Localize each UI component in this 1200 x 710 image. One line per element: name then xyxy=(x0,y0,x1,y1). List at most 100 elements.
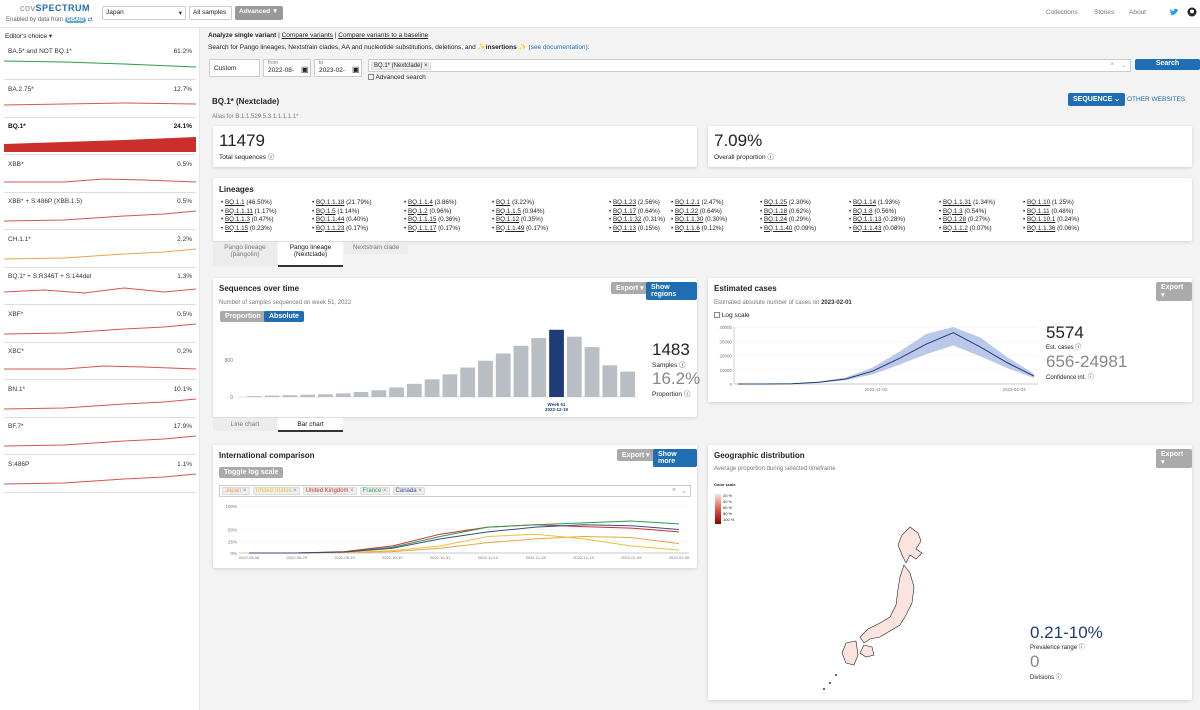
lineage-item[interactable]: • BQ.1.23 (2.56%) xyxy=(609,199,660,206)
lineage-item[interactable]: • BQ.1.1.6 (0.12%) xyxy=(671,224,724,232)
lineage-item[interactable]: • BQ.1.12 (0.35%) xyxy=(492,216,543,223)
logo[interactable]: covSPECTRUM xyxy=(20,3,90,13)
export-button[interactable]: Export ▾ xyxy=(1156,282,1192,301)
sidebar-item[interactable]: CH.1.1* 2.2% xyxy=(4,231,196,268)
japan-map[interactable] xyxy=(818,525,938,695)
lineage-link[interactable]: BQ.1.15 xyxy=(224,224,249,232)
sidebar-item[interactable]: XBB* + S:486P (XBB.1.5) 0.5% xyxy=(4,193,196,230)
lineage-link[interactable]: BQ.1.2.1 xyxy=(674,199,700,206)
lineage-item[interactable]: • BQ.1.1.30 (0.30%) xyxy=(671,216,728,223)
absolute-toggle[interactable]: Absolute xyxy=(264,311,304,322)
lineage-item[interactable]: • BQ.1.1.40 (0.09%) xyxy=(760,224,817,232)
info-icon[interactable]: ⓘ xyxy=(1055,675,1062,681)
lineage-link[interactable]: BQ.1.1.44 xyxy=(315,216,345,223)
lineage-item[interactable]: • BQ.1.1.44 (0.40%) xyxy=(312,216,369,223)
lineage-link[interactable]: BQ.1.1.31 xyxy=(942,199,972,206)
twitter-icon[interactable] xyxy=(1169,7,1179,19)
lineage-item[interactable]: • BQ.1.1.2 (0.07%) xyxy=(939,224,992,232)
lineage-item[interactable]: • BQ.1 (3.22%) xyxy=(492,199,535,206)
lineage-search-input[interactable]: BQ.1* (Nextclade) × × ⌄ xyxy=(368,59,1131,72)
sidebar-item[interactable]: XBF* 0.5% xyxy=(4,306,196,343)
other-websites-link[interactable]: OTHER WEBSITES xyxy=(1127,96,1186,103)
lineage-item[interactable]: • BQ.1.1.11 (1.17%) xyxy=(221,207,277,215)
lineage-link[interactable]: BQ.1.23 xyxy=(612,199,637,206)
lineage-link[interactable]: BQ.1.28 xyxy=(942,216,967,223)
clear-icon[interactable]: × xyxy=(671,487,676,494)
proportion-toggle[interactable]: Proportion xyxy=(220,311,266,322)
mode-baseline-link[interactable]: Compare variants to a baseline xyxy=(338,32,429,39)
lineage-link[interactable]: BQ.1.11 xyxy=(1026,207,1050,215)
tab-bar-chart[interactable]: Bar chart xyxy=(278,418,343,432)
sidebar-item[interactable]: BA.2.75* 12.7% xyxy=(4,81,196,118)
lineage-item[interactable]: • BQ.1.1.17 (0.17%) xyxy=(404,224,461,232)
lineage-item[interactable]: • BQ.1.2 (0.96%) xyxy=(404,207,452,215)
lineage-link[interactable]: BQ.1.1.30 xyxy=(674,216,704,223)
tab-line-chart[interactable]: Line chart xyxy=(213,418,277,431)
lineage-link[interactable]: BQ.1.5 xyxy=(315,207,336,215)
lineage-item[interactable]: • BQ.1.15 (0.23%) xyxy=(221,224,272,232)
date-mode-select[interactable]: Custom xyxy=(209,59,260,77)
country-chip[interactable]: United Kingdom × xyxy=(302,487,357,495)
country-chip[interactable]: France × xyxy=(359,487,390,495)
lineage-item[interactable]: • BQ.1.3 (0.54%) xyxy=(939,207,987,215)
switch-icon[interactable]: ⇄ xyxy=(87,17,93,23)
chevron-down-icon[interactable]: ⌄ xyxy=(681,488,687,495)
lineage-item[interactable]: • BQ.1.1 (46.50%) xyxy=(221,199,272,206)
lineage-item[interactable]: • BQ.1.1.5 (0.94%) xyxy=(492,207,545,215)
nav-stories[interactable]: Stories xyxy=(1094,9,1115,16)
advanced-button[interactable]: Advanced ▼ xyxy=(235,6,283,20)
lineage-item[interactable]: • BQ.1.22 (0.64%) xyxy=(671,207,722,215)
show-regions-button[interactable]: Show regions xyxy=(646,282,697,300)
sidebar-item[interactable]: BQ.1* + S:R346T + S:144del 1.3% xyxy=(4,268,196,305)
lineage-link[interactable]: BQ.1.1 xyxy=(224,199,245,206)
lineage-link[interactable]: BQ.1.1.43 xyxy=(852,224,882,232)
sidebar-item[interactable]: BF.7* 17.9% xyxy=(4,418,196,455)
lineage-item[interactable]: • BQ.1.1.43 (0.08%) xyxy=(849,224,906,232)
lineage-link[interactable]: BQ.1.14 xyxy=(852,199,877,206)
calendar-icon[interactable]: ▣ xyxy=(301,65,309,74)
lineage-link[interactable]: BQ.1.1.18 xyxy=(315,199,345,206)
lineage-link[interactable]: BQ.1 xyxy=(495,199,511,206)
lineage-item[interactable]: • BQ.1.1.13 (0.28%) xyxy=(849,216,906,223)
lineage-item[interactable]: • BQ.1.10.1 (0.24%) xyxy=(1023,216,1080,223)
close-icon[interactable]: × xyxy=(350,488,354,494)
mode-single[interactable]: Analyze single variant xyxy=(208,32,277,39)
lineage-item[interactable]: • BQ.1.24 (0.29%) xyxy=(760,216,811,223)
lineage-link[interactable]: BQ.1.25 xyxy=(763,199,788,206)
lineage-link[interactable]: BQ.1.1.13 xyxy=(852,216,882,223)
lineage-link[interactable]: BQ.1.10.1 xyxy=(1026,216,1056,223)
sidebar-item[interactable]: XBC* 0.2% xyxy=(4,343,196,380)
info-icon[interactable]: ⓘ xyxy=(1078,645,1085,651)
checkbox[interactable] xyxy=(368,74,374,81)
mode-compare-link[interactable]: Compare variants xyxy=(281,32,333,39)
lineage-link[interactable]: BQ.1.10 xyxy=(1026,199,1051,206)
clear-icon[interactable]: × xyxy=(1110,62,1114,68)
lineage-link[interactable]: BQ.1.1.11 xyxy=(224,207,253,215)
lineage-item[interactable]: • BQ.1.1.18 (21.79%) xyxy=(312,199,372,206)
lineage-item[interactable]: • BQ.1.1.4 (3.86%) xyxy=(404,199,457,206)
lineage-link[interactable]: BQ.1.1.49 xyxy=(495,224,525,232)
info-icon[interactable]: ⓘ xyxy=(1075,345,1082,351)
date-from-field[interactable]: from 2022-08- ▣ xyxy=(263,59,311,77)
export-button[interactable]: Export ▾ xyxy=(617,449,655,461)
country-select[interactable]: Japan × United States × United Kingdom × Fr… xyxy=(219,485,691,497)
date-to-field[interactable]: to 2023-02- ▣ xyxy=(314,59,362,77)
lineage-item[interactable]: • BQ.1.8 (0.56%) xyxy=(849,207,897,215)
lineage-link[interactable]: BQ.1.1.3 xyxy=(224,216,250,223)
lineage-item[interactable]: • BQ.1.10 (1.25%) xyxy=(1023,199,1074,206)
lineage-item[interactable]: • BQ.1.13 (0.15%) xyxy=(609,224,660,232)
location-select[interactable]: Japan ▾ xyxy=(102,6,186,20)
lineage-item[interactable]: • BQ.1.28 (0.27%) xyxy=(939,216,990,223)
lineage-link[interactable]: BQ.1.17 xyxy=(612,207,637,215)
log-scale-toggle[interactable]: Log scale xyxy=(714,312,750,319)
lineage-link[interactable]: BQ.1.2 xyxy=(407,207,428,215)
country-chip[interactable]: Japan × xyxy=(222,487,250,495)
lineage-link[interactable]: BQ.1.3 xyxy=(942,207,963,215)
lineage-link[interactable]: BQ.1.1.36 xyxy=(1026,224,1056,232)
lineage-link[interactable]: BQ.1.18 xyxy=(763,207,788,215)
tab-pango-nextclade[interactable]: Pango lineage (Nextclade) xyxy=(278,242,343,267)
lineage-link[interactable]: BQ.1.1.4 xyxy=(407,199,433,206)
sidebar-item[interactable]: BN.1* 10.1% xyxy=(4,381,196,418)
documentation-link[interactable]: (see documentation) xyxy=(528,44,588,51)
lineage-item[interactable]: • BQ.1.5 (1.14%) xyxy=(312,207,360,215)
